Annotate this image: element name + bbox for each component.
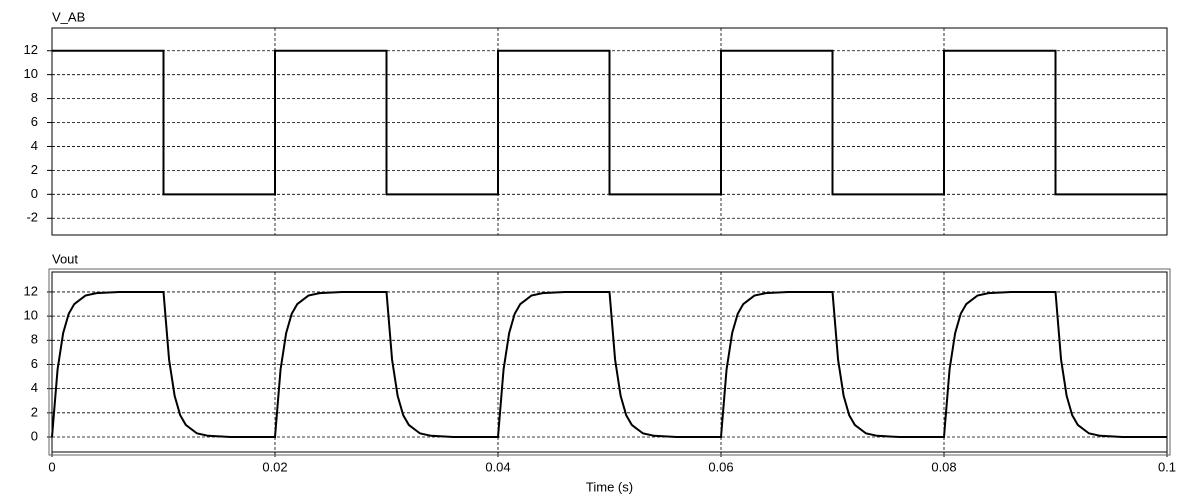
y-tick-label: 6 xyxy=(31,114,38,129)
plot-frame xyxy=(51,27,1168,236)
y-tick-label: 8 xyxy=(31,332,38,347)
y-tick-label: 12 xyxy=(24,283,38,298)
x-axis-label: Time (s) xyxy=(586,479,633,494)
y-tick-label: 10 xyxy=(24,308,38,323)
y-tick-label: 0 xyxy=(31,428,38,443)
chart-title: Vout xyxy=(52,251,78,266)
y-tick-label: 4 xyxy=(31,138,38,153)
y-tick-label: 10 xyxy=(24,66,38,81)
x-tick-label: 0 xyxy=(48,459,55,474)
plot-frame-outer xyxy=(48,268,1171,456)
y-tick-label: 12 xyxy=(24,42,38,57)
y-tick-label: 0 xyxy=(31,186,38,201)
y-tick-label: 2 xyxy=(31,162,38,177)
plot-frame xyxy=(51,271,1168,453)
line xyxy=(52,49,1167,196)
line xyxy=(51,290,1167,439)
x-tick-label: 0.08 xyxy=(931,459,956,474)
y-tick-label: 8 xyxy=(31,90,38,105)
x-tick-label: 0.1 xyxy=(1158,459,1176,474)
y-tick-label: 4 xyxy=(31,380,38,395)
chart-title: V_AB xyxy=(52,9,85,24)
y-tick-label: 6 xyxy=(31,356,38,371)
y-tick-label: 2 xyxy=(31,404,38,419)
y-tick-label: -2 xyxy=(26,210,38,225)
x-tick-label: 0.04 xyxy=(485,459,510,474)
x-tick-label: 0.06 xyxy=(708,459,733,474)
x-tick-label: 0.02 xyxy=(262,459,287,474)
